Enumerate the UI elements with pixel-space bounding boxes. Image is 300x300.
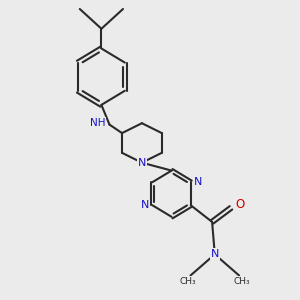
Text: N: N (141, 200, 149, 210)
Text: NH: NH (90, 118, 105, 128)
Text: N: N (211, 249, 219, 259)
Text: CH₃: CH₃ (234, 277, 250, 286)
Text: CH₃: CH₃ (179, 277, 196, 286)
Text: N: N (138, 158, 146, 168)
Text: O: O (236, 198, 244, 211)
Text: N: N (194, 177, 202, 187)
